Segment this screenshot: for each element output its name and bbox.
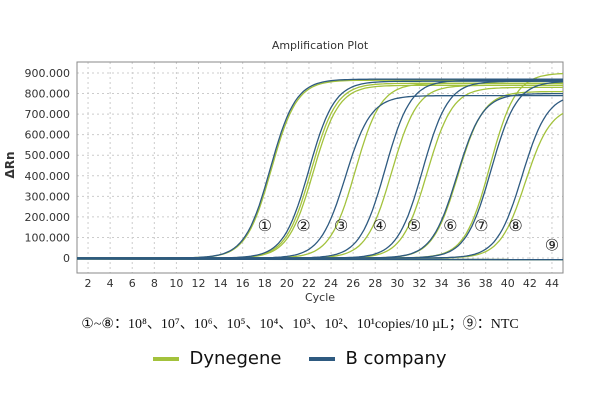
x-tick-label: 44 [545, 277, 559, 290]
y-tick-label: 700.000 [25, 108, 71, 121]
x-tick-label: 24 [324, 277, 338, 290]
chart-title: Amplification Plot [272, 39, 369, 52]
x-tick-label: 42 [523, 277, 537, 290]
curve-dynegene [77, 82, 563, 259]
curve-label: ⑤ [407, 216, 421, 235]
x-tick-label: 34 [435, 277, 449, 290]
curve-b-company [77, 81, 564, 259]
legend-swatch-b-company [309, 356, 336, 361]
x-tick-label: 10 [169, 277, 183, 290]
y-tick-label: 200.000 [25, 211, 71, 224]
y-tick-label: 400.000 [25, 170, 71, 183]
curve-b-company [77, 80, 563, 259]
y-tick-label: 800.000 [25, 88, 71, 101]
amplification-plot: Amplification Plot 0 100.000 200.000 300.00… [3, 39, 564, 304]
x-axis-label: Cycle [305, 291, 335, 304]
x-tick-label: 12 [192, 277, 206, 290]
y-tick-label: 300.000 [25, 190, 71, 203]
legend-label: B company [345, 348, 447, 369]
curve-dynegene [77, 79, 563, 259]
curve-b-company [77, 99, 564, 259]
y-tick-label: 500.000 [25, 149, 71, 162]
curve-dynegene [77, 72, 564, 259]
x-tick-label: 36 [457, 277, 471, 290]
x-tick-label: 4 [107, 277, 114, 290]
x-ticks: 2 4 6 8 10 12 14 16 18 20 22 24 26 28 30 32 34 36 38 40 42 44 [85, 277, 559, 290]
x-tick-label: 20 [280, 277, 294, 290]
curve-label: ⑥ [443, 216, 457, 235]
x-tick-label: 26 [346, 277, 360, 290]
x-tick-label: 16 [236, 277, 250, 290]
legend-label: Dynegene [189, 348, 282, 369]
x-tick-label: 6 [129, 277, 136, 290]
x-tick-label: 28 [368, 277, 382, 290]
legend-swatch-dynegene [153, 356, 180, 361]
legend: Dynegene B company [0, 348, 600, 369]
x-tick-label: 2 [85, 277, 92, 290]
curve-dynegene [77, 82, 563, 259]
y-tick-label: 900.000 [25, 67, 71, 80]
plot-frame [76, 61, 564, 274]
curve-b-company [77, 80, 563, 259]
curve-label: ① [258, 216, 272, 235]
x-tick-label: 38 [479, 277, 493, 290]
y-tick-label: 600.000 [25, 129, 71, 142]
y-ticks: 0 100.000 200.000 300.000 400.000 500.000 600.… [25, 67, 71, 265]
x-tick-label: 30 [390, 277, 404, 290]
curve-b-company [77, 94, 563, 259]
curve-b-company [77, 78, 563, 259]
x-tick-label: 40 [501, 277, 515, 290]
curve-b-company [77, 92, 563, 259]
curve-b-company [77, 79, 563, 259]
curve-label: ③ [334, 216, 348, 235]
curves [76, 72, 564, 261]
curve-label: ② [296, 216, 310, 235]
y-tick-label: 100.000 [25, 231, 71, 244]
legend-item-dynegene: Dynegene [153, 348, 281, 369]
curve-label: ⑦ [474, 216, 488, 235]
ntc-baseline [76, 258, 564, 261]
x-tick-label: 32 [412, 277, 426, 290]
curve-label: ⑧ [508, 216, 522, 235]
x-tick-label: 8 [151, 277, 158, 290]
x-tick-label: 22 [302, 277, 316, 290]
y-tick-label: 0 [63, 252, 70, 265]
curve-label: ④ [372, 216, 386, 235]
legend-item-b-company: B company [309, 348, 447, 369]
annotations: ① ② ③ ④ ⑤ ⑥ ⑦ ⑧ ⑨ [258, 216, 560, 255]
x-tick-label: 14 [214, 277, 228, 290]
dilution-caption: ①~⑧：10⁸、10⁷、10⁶、10⁵、10⁴、10³、10²、10¹copie… [81, 317, 519, 332]
y-axis-label: ΔRn [3, 151, 17, 178]
curve-label: ⑨ [545, 236, 559, 255]
x-tick-label: 18 [258, 277, 272, 290]
